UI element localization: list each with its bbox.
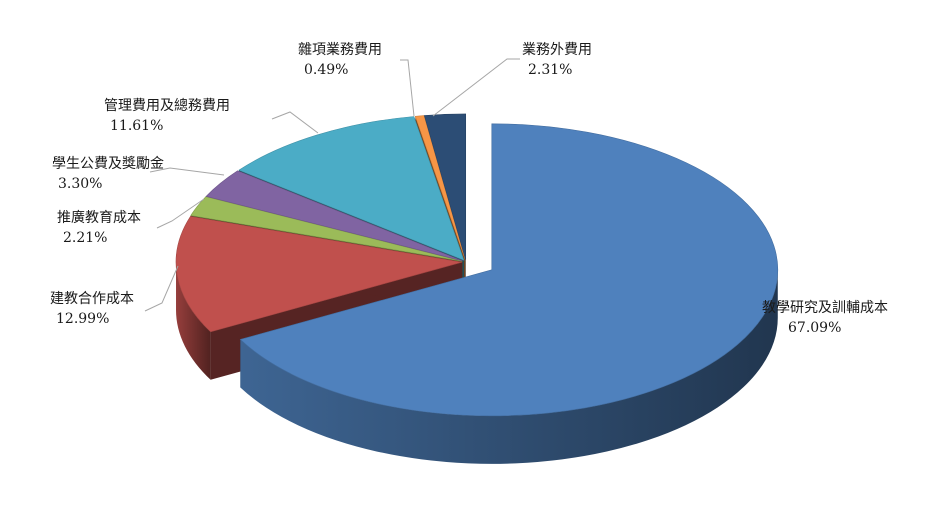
slice-rim-0 bbox=[240, 269, 778, 464]
slice-label-5: 雜項業務費用 bbox=[298, 42, 382, 58]
leader-line-3 bbox=[149, 167, 225, 176]
slice-value-5: 0.49% bbox=[304, 62, 348, 78]
leader-line-4 bbox=[271, 111, 319, 134]
pie-slice-2 bbox=[190, 196, 463, 262]
slice-label-2: 推廣教育成本 bbox=[57, 209, 141, 226]
slice-label-4: 管理費用及總務費用 bbox=[104, 97, 230, 114]
slice-label-1: 建教合作成本 bbox=[50, 291, 134, 307]
slice-rim-1 bbox=[176, 262, 211, 380]
leader-line-6 bbox=[432, 58, 520, 117]
pie-slice-4 bbox=[238, 116, 465, 261]
data-labels: 教學研究及訓輔成本 67.09% 建教合作成本 12.99% 推廣教育成本 2.21% 學生… bbox=[50, 42, 888, 336]
pie-slice-5 bbox=[414, 115, 466, 261]
slice-value-0: 67.09% bbox=[788, 320, 841, 336]
slice-value-6: 2.31% bbox=[528, 62, 572, 78]
leader-line-1 bbox=[144, 265, 179, 312]
slice-value-2: 2.21% bbox=[63, 230, 107, 246]
slice-value-3: 3.30% bbox=[58, 176, 102, 192]
slice-label-0: 教學研究及訓輔成本 bbox=[762, 300, 888, 316]
leader-line-5 bbox=[400, 59, 415, 117]
slice-label-3: 學生公費及獎勵金 bbox=[52, 156, 164, 172]
slice-value-1: 12.99% bbox=[56, 311, 109, 327]
pie-slice-6 bbox=[423, 113, 467, 261]
pie-slice-3 bbox=[205, 170, 463, 262]
leader-lines bbox=[144, 58, 520, 312]
pie-top-layer bbox=[175, 113, 779, 417]
slice-label-6: 業務外費用 bbox=[522, 42, 592, 58]
pie-slice-1 bbox=[175, 216, 463, 333]
leader-line-2 bbox=[156, 198, 205, 229]
pie-slice-0 bbox=[239, 123, 779, 417]
slice-value-4: 11.61% bbox=[110, 118, 163, 134]
